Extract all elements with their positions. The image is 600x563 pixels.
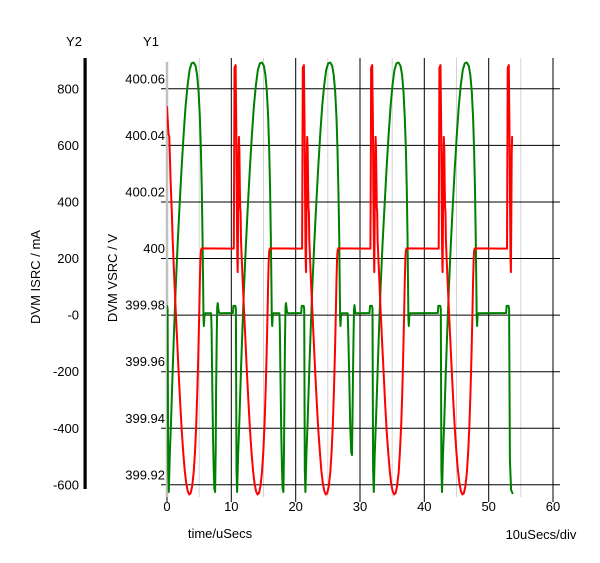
y2-axis-bar xyxy=(83,58,87,489)
x-tick-label: 50 xyxy=(481,499,495,514)
major-gridlines xyxy=(161,58,560,497)
x-tick-label: 0 xyxy=(163,499,170,514)
y1-tick-label: 399.94 xyxy=(125,411,165,426)
y2-tick-label: 800 xyxy=(57,81,79,96)
axis-decorations xyxy=(83,58,554,502)
y1-tick-label: 400.04 xyxy=(125,128,165,143)
y1-axis-title: DVM VSRC / V xyxy=(105,234,120,322)
y1-axis-name: Y1 xyxy=(143,34,159,49)
x-tick-label: 60 xyxy=(546,499,560,514)
y2-tick-label: 600 xyxy=(57,138,79,153)
y2-axis-title: DVM ISRC / mA xyxy=(28,230,43,324)
plot-area xyxy=(167,61,514,496)
x-axis-per-div: 10uSecs/div xyxy=(506,527,577,542)
vsrc-trace xyxy=(167,64,514,496)
y2-tick-label: 400 xyxy=(57,195,79,210)
x-tick-label: 30 xyxy=(353,499,367,514)
y2-tick-label: -0 xyxy=(67,308,79,323)
y1-tick-label: 399.92 xyxy=(125,467,165,482)
y2-tick-label: -400 xyxy=(53,421,79,436)
y1-tick-label: 399.96 xyxy=(125,354,165,369)
y2-tick-labels: 800 600 400 200 -0 -200 -400 -600 xyxy=(53,81,79,492)
y1-tick-label: 400.06 xyxy=(125,71,165,86)
x-tick-labels: 0 10 20 30 40 50 60 xyxy=(163,499,560,514)
y1-tick-label: 400.02 xyxy=(125,185,165,200)
x-axis-title: time/uSecs xyxy=(188,526,253,541)
y2-tick-label: 200 xyxy=(57,251,79,266)
y2-axis-name: Y2 xyxy=(66,34,82,49)
x-tick-label: 10 xyxy=(224,499,238,514)
y1-tick-labels: 400.06 400.04 400.02 400 399.98 399.96 399.94 3… xyxy=(125,71,165,482)
y2-tick-label: -600 xyxy=(53,477,79,492)
x-tick-label: 20 xyxy=(288,499,302,514)
y1-tick-label: 399.98 xyxy=(125,298,165,313)
y2-tick-label: -200 xyxy=(53,364,79,379)
y1-tick-label: 400 xyxy=(143,241,165,256)
x-tick-label: 40 xyxy=(417,499,431,514)
